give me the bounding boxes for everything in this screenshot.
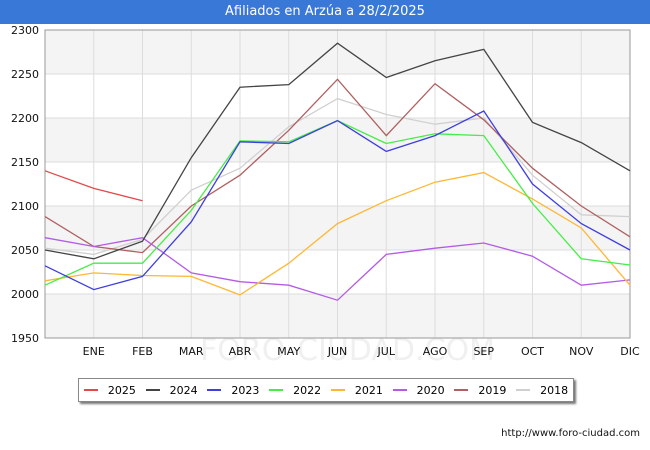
legend-item-2022: 2022 — [269, 384, 321, 397]
legend-item-2023: 2023 — [207, 384, 259, 397]
legend-swatch — [83, 389, 98, 391]
y-tick-label: 2200 — [11, 112, 39, 125]
legend-swatch — [330, 389, 345, 391]
legend-item-2024: 2024 — [145, 383, 198, 397]
x-tick-label: DIC — [620, 345, 640, 358]
x-tick-label: JUN — [327, 345, 348, 358]
legend-item-2019: 2019 — [454, 384, 506, 397]
x-tick-label: MAR — [179, 345, 204, 358]
legend-item-2020: 2020 — [392, 383, 445, 397]
legend-swatch — [454, 389, 469, 391]
y-tick-label: 2100 — [11, 200, 39, 213]
y-tick-label: 2000 — [11, 288, 39, 301]
chart-title: Afiliados en Arzúa a 28/2/2025 — [0, 0, 650, 24]
legend-label: 2022 — [293, 383, 322, 397]
series-line-2025 — [44, 170, 143, 202]
legend-swatch — [269, 389, 284, 391]
legend-label: 2021 — [354, 383, 383, 397]
x-tick-label: NOV — [569, 345, 594, 358]
watermark: FORO-CIUDAD.COM — [200, 333, 495, 368]
legend-label: 2018 — [540, 383, 569, 397]
legend-swatch — [145, 389, 160, 391]
legend-item-2018: 2018 — [516, 384, 568, 397]
legend-label: 2020 — [416, 383, 445, 397]
x-tick-label: OCT — [521, 345, 544, 358]
x-tick-label: ENE — [83, 345, 105, 358]
y-tick-label: 2150 — [11, 156, 39, 169]
source-text: http://www.foro-ciudad.com — [501, 428, 640, 439]
series-line-2020 — [44, 237, 631, 301]
y-tick-label: 2250 — [11, 68, 39, 81]
y-tick-label: 2300 — [11, 24, 39, 37]
plot-frame — [44, 29, 631, 339]
x-tick-label: FEB — [132, 345, 153, 358]
legend-label: 2024 — [169, 383, 198, 397]
x-tick-label: ABR — [229, 345, 252, 358]
legend-swatch — [392, 389, 407, 391]
legend-label: 2019 — [478, 383, 507, 397]
legend-label: 2025 — [107, 383, 136, 397]
x-tick-label: MAY — [277, 345, 300, 358]
legend-swatch — [207, 389, 222, 391]
y-tick-label: 1950 — [11, 332, 39, 345]
legend-swatch — [516, 389, 531, 391]
y-tick-label: 2050 — [11, 244, 39, 257]
series-line-2023 — [44, 110, 631, 291]
legend-item-2021: 2021 — [330, 383, 383, 397]
series-line-2019 — [44, 78, 631, 254]
series-line-2024 — [44, 42, 631, 260]
chart-legend: 2025 2024 2023 2022 2021 2020 2019 2018 — [78, 378, 574, 402]
legend-item-2025: 2025 — [83, 383, 136, 397]
x-tick-label: JUL — [377, 345, 396, 358]
series-line-2018 — [44, 97, 631, 256]
x-tick-label: AGO — [423, 345, 448, 358]
legend-label: 2023 — [231, 383, 260, 397]
x-tick-label: SEP — [473, 345, 494, 358]
